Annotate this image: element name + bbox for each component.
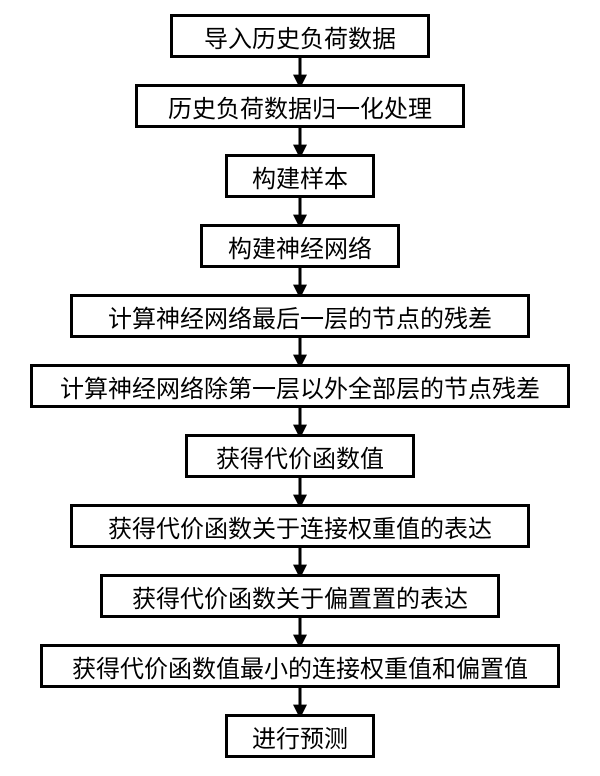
flowchart-node-n2: 历史负荷数据归一化处理 bbox=[135, 84, 465, 128]
flowchart-canvas: 导入历史负荷数据历史负荷数据归一化处理构建样本构建神经网络计算神经网络最后一层的… bbox=[0, 0, 600, 776]
flowchart-node-label: 计算神经网络除第一层以外全部层的节点残差 bbox=[60, 369, 540, 404]
flowchart-node-label: 构建样本 bbox=[252, 159, 348, 194]
flowchart-node-n6: 计算神经网络除第一层以外全部层的节点残差 bbox=[30, 364, 570, 408]
flowchart-node-n8: 获得代价函数关于连接权重值的表达 bbox=[70, 504, 530, 548]
flowchart-node-n3: 构建样本 bbox=[225, 154, 375, 198]
flowchart-node-n5: 计算神经网络最后一层的节点的残差 bbox=[70, 294, 530, 338]
flowchart-node-label: 计算神经网络最后一层的节点的残差 bbox=[108, 299, 492, 334]
flowchart-node-n10: 获得代价函数值最小的连接权重值和偏置值 bbox=[40, 644, 560, 688]
flowchart-node-label: 历史负荷数据归一化处理 bbox=[168, 89, 432, 124]
flowchart-node-n7: 获得代价函数值 bbox=[185, 434, 415, 478]
flowchart-node-label: 获得代价函数关于偏置置的表达 bbox=[132, 579, 468, 614]
flowchart-node-label: 获得代价函数值 bbox=[216, 439, 384, 474]
flowchart-node-n1: 导入历史负荷数据 bbox=[170, 14, 430, 58]
flowchart-node-label: 获得代价函数关于连接权重值的表达 bbox=[108, 509, 492, 544]
flowchart-node-label: 进行预测 bbox=[252, 719, 348, 754]
flowchart-node-label: 获得代价函数值最小的连接权重值和偏置值 bbox=[72, 649, 528, 684]
flowchart-node-n9: 获得代价函数关于偏置置的表达 bbox=[100, 574, 500, 618]
flowchart-node-label: 构建神经网络 bbox=[228, 229, 372, 264]
flowchart-node-label: 导入历史负荷数据 bbox=[204, 19, 396, 54]
flowchart-node-n11: 进行预测 bbox=[225, 714, 375, 758]
flowchart-node-n4: 构建神经网络 bbox=[200, 224, 400, 268]
